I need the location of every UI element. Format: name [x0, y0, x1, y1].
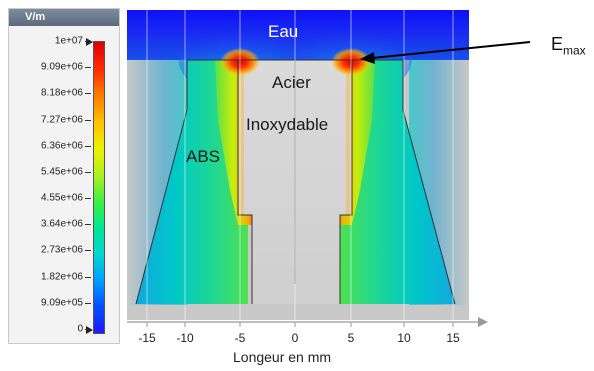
legend-tick-mark — [85, 302, 91, 304]
legend-tick-mark — [85, 198, 91, 200]
legend-tick-mark — [85, 224, 91, 226]
x-axis-arrow — [478, 317, 488, 327]
label-water: Eau — [268, 22, 299, 41]
label-abs: ABS — [186, 147, 221, 166]
x-tick-label: 5 — [348, 331, 355, 345]
legend-tick-label: 7.27e+06 — [41, 114, 83, 126]
legend-tick-mark — [85, 67, 91, 69]
legend-tick-label: 1e+07 — [54, 35, 83, 47]
x-axis-ticks — [146, 322, 454, 327]
emax-main: E — [551, 34, 564, 54]
legend-tick-label: 5.45e+06 — [41, 166, 83, 178]
steel-inner-right — [346, 60, 352, 215]
color-legend: V/m 1e+07 9.09e+06 8.18e+06 7.27e+06 6.36e+0… — [8, 8, 120, 344]
label-steel-line2: Inoxydable — [246, 115, 329, 134]
legend-tick-mark — [85, 276, 91, 278]
legend-tick-mark — [85, 145, 91, 147]
legend-tick-label: 9.09e+05 — [41, 297, 83, 309]
gridlines — [146, 10, 454, 320]
legend-tick-mark — [85, 119, 91, 121]
legend-tick-mark — [85, 93, 91, 95]
emax-label: Emax — [551, 34, 586, 58]
legend-min-pointer — [86, 326, 93, 334]
legend-tick-label: 9.09e+06 — [41, 61, 83, 73]
x-tick-label: 10 — [397, 331, 411, 345]
legend-tick-mark — [85, 171, 91, 173]
x-axis-label: Longeur en mm — [233, 349, 332, 365]
x-tick-label: -10 — [176, 331, 194, 345]
legend-tick-label: 6.36e+06 — [41, 140, 83, 152]
colorbar — [93, 41, 105, 334]
emax-arrow-line — [371, 41, 531, 59]
x-tick-label: 0 — [292, 331, 299, 345]
x-tick-label: -15 — [138, 331, 156, 345]
legend-max-pointer — [86, 38, 93, 46]
legend-tick-label: 3.64e+06 — [41, 218, 83, 230]
legend-tick-label: 0 — [77, 323, 83, 335]
label-steel-line1: Acier — [272, 73, 311, 92]
legend-tick-label: 4.55e+06 — [41, 192, 83, 204]
x-axis-tick-labels: -15 -10 -5 0 5 10 15 — [138, 331, 460, 345]
x-tick-label: 15 — [446, 331, 460, 345]
legend-tick-label: 2.73e+06 — [41, 244, 83, 256]
legend-tick-label: 8.18e+06 — [41, 87, 83, 99]
x-tick-label: -5 — [235, 331, 246, 345]
steel-inner-left — [238, 60, 244, 215]
emax-arrow-head — [360, 52, 375, 64]
legend-unit: V/m — [9, 9, 119, 26]
emax-subscript: max — [563, 43, 586, 58]
legend-tick-mark — [85, 250, 91, 252]
legend-tick-label: 1.82e+06 — [41, 271, 83, 283]
